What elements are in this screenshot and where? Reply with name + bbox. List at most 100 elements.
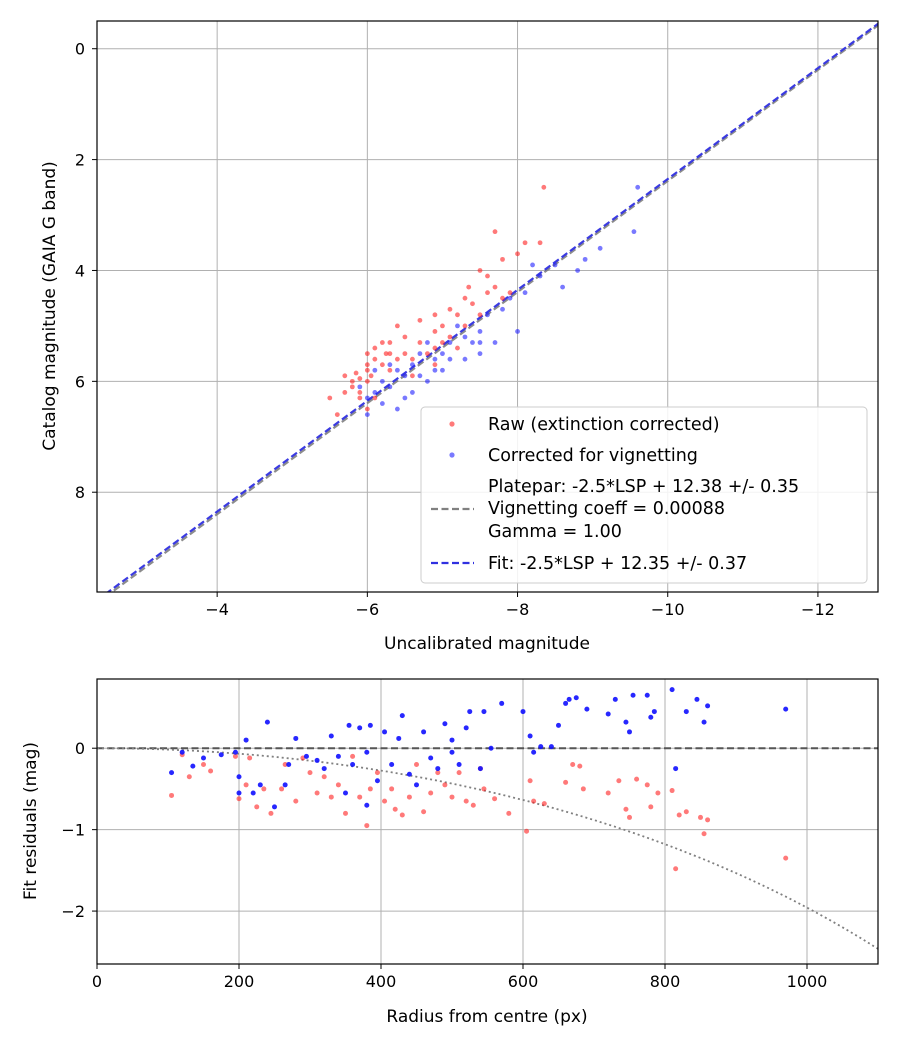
raw-residual-point [428, 790, 434, 796]
raw-point [387, 351, 393, 357]
bottom-x-tick-label: 400 [366, 972, 397, 991]
corrected-residual-point [605, 711, 611, 717]
corrected-residual-point [399, 713, 405, 719]
raw-point [500, 295, 505, 301]
raw-residual-point [698, 814, 703, 820]
raw-point [500, 256, 505, 262]
raw-point [541, 184, 547, 190]
raw-point [372, 356, 378, 362]
corrected-residual-point [566, 696, 572, 702]
corrected-residual-point [442, 721, 448, 727]
corrected-point [364, 395, 370, 401]
corrected-residual-point [651, 709, 657, 715]
raw-residual-point [669, 788, 675, 794]
corrected-point [417, 373, 423, 379]
corrected-residual-point [364, 802, 370, 808]
raw-point [364, 351, 370, 357]
raw-residual-point [314, 790, 320, 796]
raw-point [342, 373, 348, 379]
corrected-residual-point [282, 782, 288, 788]
corrected-residual-point [321, 766, 327, 772]
bottom-x-axis-title: Radius from centre (px) [386, 1007, 587, 1027]
corrected-point [410, 362, 415, 368]
raw-residual-point [506, 810, 512, 816]
raw-residual-point [683, 809, 689, 815]
corrected-point [440, 351, 445, 357]
top-x-tick-label: −10 [651, 600, 685, 619]
raw-residual-point [527, 778, 533, 784]
raw-residual-point [201, 762, 206, 767]
raw-residual-point [623, 806, 629, 812]
raw-point [349, 378, 355, 384]
raw-point [410, 373, 415, 379]
top-x-tick-label: −6 [356, 600, 380, 619]
corrected-residual-point [335, 753, 341, 759]
corrected-residual-point [648, 714, 654, 720]
corrected-point [515, 329, 520, 334]
corrected-residual-point [538, 744, 544, 750]
corrected-point [410, 390, 415, 395]
raw-residual-point [673, 866, 679, 872]
corrected-residual-point [169, 770, 175, 776]
corrected-residual-point [314, 757, 320, 763]
raw-residual-point [648, 804, 654, 810]
legend-fit-label: Fit: -2.5*LSP + 12.35 +/- 0.37 [488, 554, 747, 574]
raw-point [485, 290, 490, 296]
corrected-residual-point [701, 719, 707, 725]
corrected-point [364, 412, 370, 418]
raw-residual-point [634, 776, 640, 782]
corrected-residual-point [520, 709, 526, 715]
corrected-point [447, 340, 453, 345]
raw-residual-point [232, 753, 238, 759]
bottom-grid [96, 679, 878, 964]
top-x-axis-title: Uncalibrated magnitude [384, 634, 590, 654]
corrected-point [582, 256, 588, 262]
raw-residual-point [392, 806, 398, 812]
raw-residual-point [655, 790, 661, 796]
corrected-residual-point [705, 703, 711, 709]
corrected-residual-point [374, 778, 380, 784]
raw-point [470, 301, 475, 307]
top-scatter-points [327, 184, 641, 418]
legend-platepar-line1: Platepar: -2.5*LSP + 12.38 +/- 0.35 [488, 477, 799, 497]
raw-residual-point [243, 782, 249, 788]
raw-residual-point [343, 810, 348, 816]
corrected-residual-point [257, 782, 263, 788]
top-plot-frame [96, 20, 879, 593]
raw-residual-point [382, 798, 388, 804]
corrected-residual-point [367, 722, 373, 728]
corrected-residual-point [463, 725, 469, 731]
raw-residual-point [524, 828, 530, 834]
corrected-residual-point [243, 737, 249, 743]
raw-point [357, 376, 363, 381]
corrected-residual-point [630, 692, 636, 698]
corrected-residual-point [488, 745, 494, 751]
raw-point [394, 356, 400, 362]
top-x-ticks: −4 −6 −8 −10 −12 [205, 592, 835, 619]
corrected-point [575, 268, 581, 273]
corrected-point [440, 367, 445, 373]
bottom-scatter-points [169, 687, 789, 872]
corrected-residual-point [236, 790, 242, 796]
corrected-residual-point [449, 749, 455, 755]
corrected-point [462, 334, 468, 340]
corrected-residual-point [531, 749, 537, 755]
raw-residual-point [374, 770, 380, 776]
corrected-point [477, 351, 483, 357]
corrected-residual-point [350, 762, 356, 767]
bottom-y-axis-title: Fit residuals (mag) [21, 742, 41, 900]
corrected-residual-point [382, 729, 388, 735]
fit-line [106, 22, 878, 592]
raw-residual-point [282, 762, 288, 767]
raw-residual-point [456, 770, 462, 776]
raw-point [349, 384, 355, 390]
bottom-y-tick-label: −2 [61, 902, 85, 921]
raw-point [364, 362, 370, 368]
raw-point [364, 367, 370, 373]
raw-residual-point [247, 755, 253, 761]
top-y-ticks: 0 2 4 6 8 [75, 40, 97, 502]
corrected-point [379, 401, 385, 406]
raw-point [357, 390, 363, 395]
corrected-residual-point [250, 790, 256, 796]
legend-corrected-marker [449, 452, 455, 458]
